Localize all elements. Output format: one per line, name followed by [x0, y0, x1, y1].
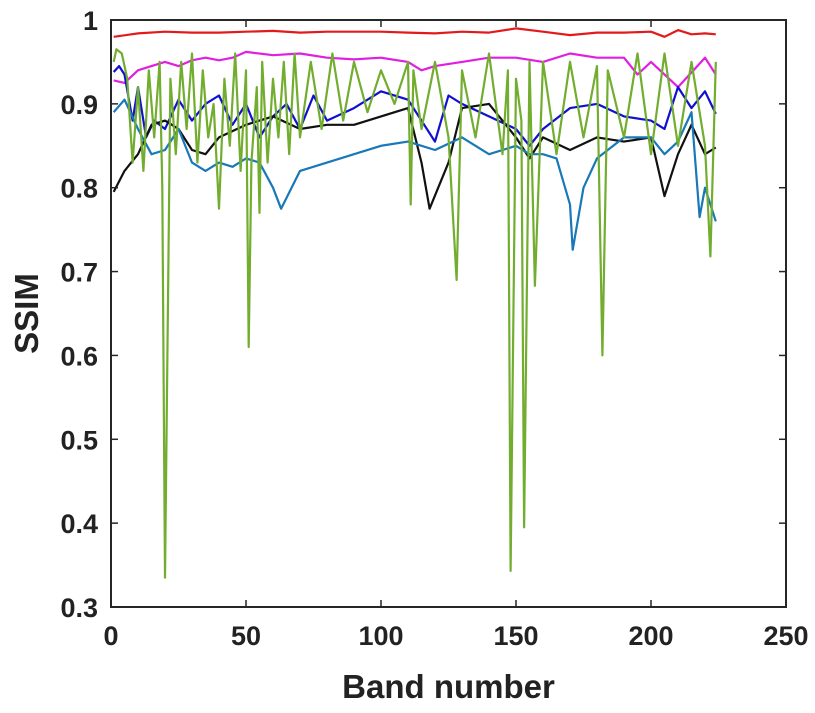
y-tick-label: 1 [83, 6, 98, 36]
x-tick-label: 0 [103, 621, 118, 651]
tick-layer: 0 50 100 150 200 250 0.3 0.4 0.5 0.6 0.7 0.8 0.9 1 [60, 6, 808, 651]
series-line-2 [113, 50, 717, 89]
y-tick-label: 0.4 [60, 509, 98, 539]
x-tick-label: 100 [358, 621, 403, 651]
y-tick-label: 0.7 [60, 258, 98, 288]
series-layer [112, 27, 717, 579]
x-tick-label: 200 [628, 621, 673, 651]
series-line-6 [112, 48, 717, 579]
series-line-3 [112, 64, 717, 147]
series-line-5 [112, 98, 717, 251]
x-tick-label: 150 [493, 621, 538, 651]
x-tick-label: 250 [763, 621, 808, 651]
plot-frame [110, 19, 787, 608]
y-tick-label: 0.8 [60, 174, 98, 204]
y-tick-label: 0.6 [60, 341, 98, 371]
y-axis-label: SSIM [8, 273, 45, 354]
series-line-4 [112, 102, 717, 210]
x-tick-label: 50 [231, 621, 261, 651]
y-tick-label: 0.9 [60, 90, 98, 120]
y-tick-label: 0.3 [60, 593, 98, 623]
y-tick-label: 0.5 [60, 425, 98, 455]
series-line-1 [113, 27, 716, 38]
x-axis-label: Band number [342, 668, 555, 705]
